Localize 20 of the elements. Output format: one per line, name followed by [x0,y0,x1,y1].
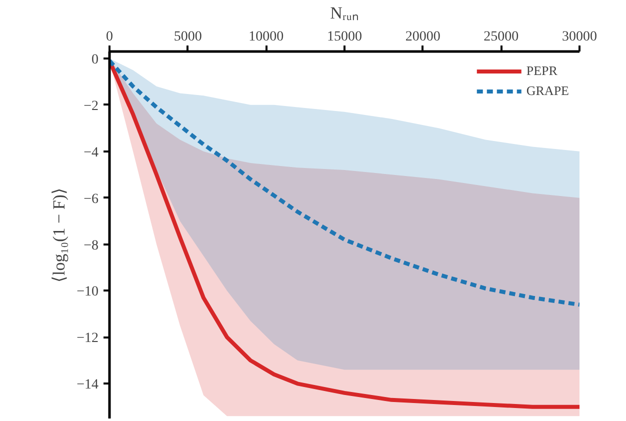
y-tick-label: −4 [84,145,99,160]
y-tick-label: −12 [76,331,99,346]
x-tick-label: 25000 [484,30,519,44]
legend-label: GRAPE [526,83,569,99]
y-tick-label: −2 [84,98,99,114]
x-axis-title: Nᵣᵤₙ [330,4,359,22]
x-tick-label: 0 [106,30,113,44]
x-tick-label: 5000 [174,30,202,44]
x-tick-label: 30000 [562,30,597,44]
y-tick-label: −8 [84,238,99,254]
y-axis-title: ⟨log₁₀(1 − F)⟩ [50,188,69,282]
x-tick-label: 20000 [405,30,440,44]
y-tick-label: −6 [84,192,99,207]
x-tick-label: 15000 [327,30,362,44]
legend-label: PEPR [526,63,558,79]
line-series [110,58,580,307]
y-tick-label: 0 [92,52,98,68]
y-tick-label: −14 [76,378,99,393]
x-tick-label: 10000 [248,30,284,44]
y-tick-label: −10 [76,284,99,300]
